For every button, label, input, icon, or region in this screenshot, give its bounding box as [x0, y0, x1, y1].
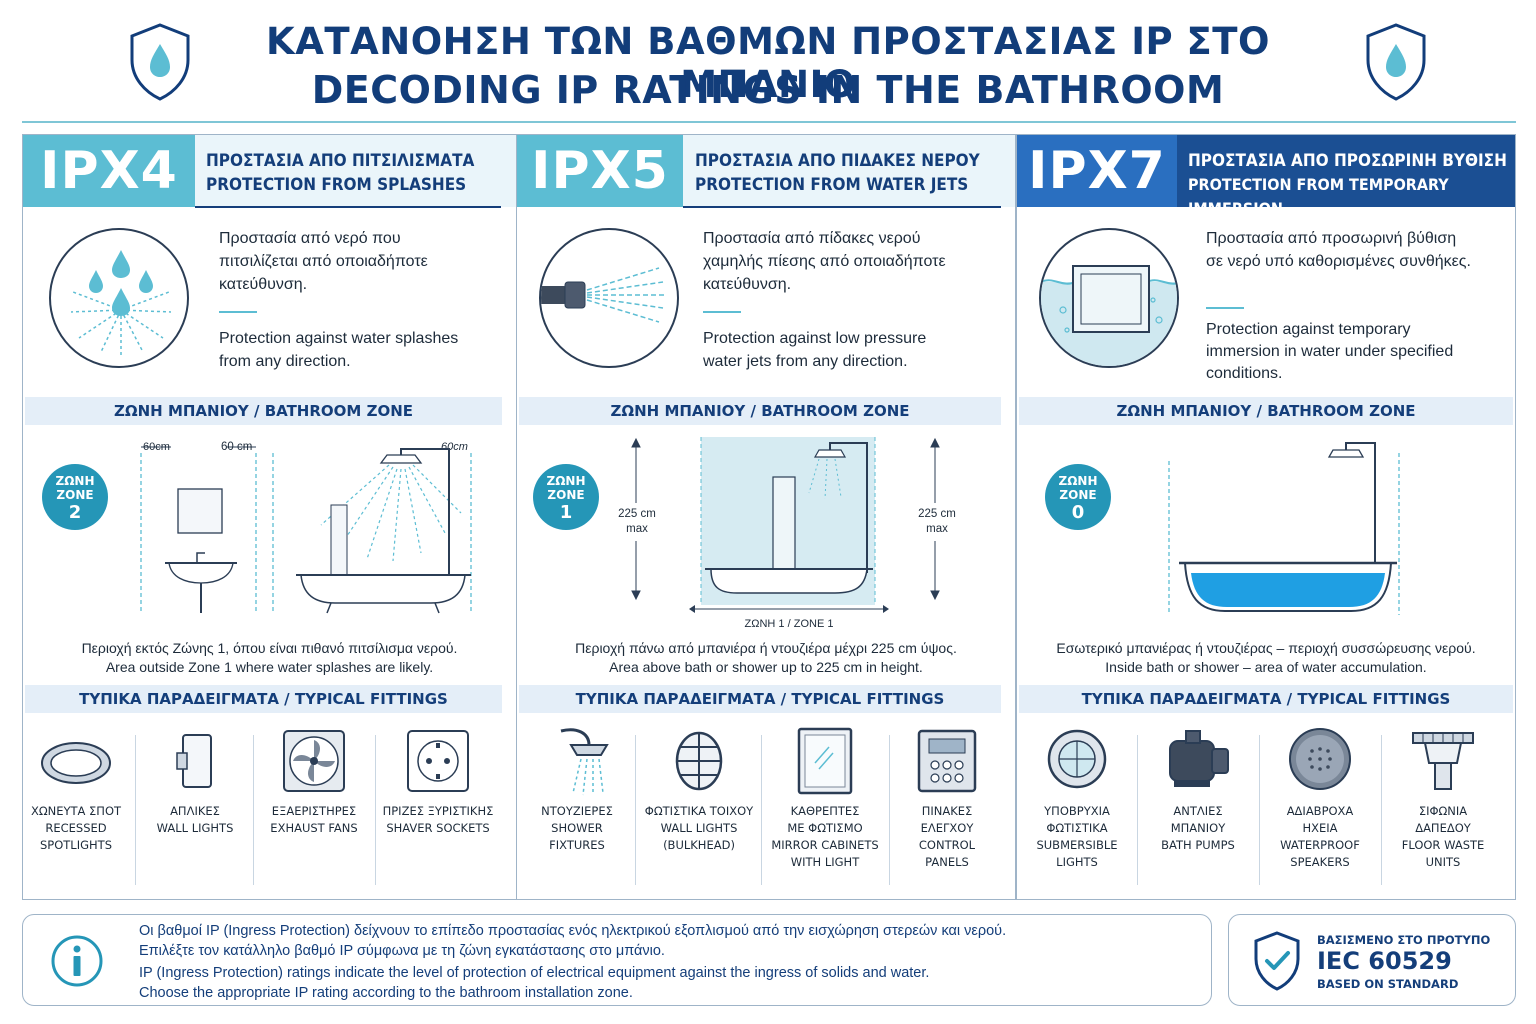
ip-code: IPX4 — [23, 135, 195, 207]
panel-header: IPX5 ΠΡΟΣΤΑΣΙΑ ΑΠΟ ΠΙΔΑΚΕΣ ΝΕΡΟΥ PROTECT… — [517, 135, 1015, 208]
floor-drain-icon — [1412, 732, 1474, 790]
zone-note-greek: Περιοχή πάνω από μπανιέρα ή ντουζιέρα μέ… — [575, 640, 957, 656]
description-english: Protection against low pressure water je… — [703, 330, 927, 370]
bathtub-shape — [300, 574, 466, 604]
fitting-waterproof-speakers: ΑΔΙΑΒΡΟΧΑ ΗΧΕΙΑ WATERPROOF SPEAKERS — [1265, 723, 1375, 871]
fitting-shaver-sockets: ΠΡΙΖΕΣ ΞΥΡΙΣΤΙΚΗΣ SHAVER SOCKETS — [379, 723, 497, 837]
fitting-floor-waste-units: ΣΙΦΩΝΙΑ ΔΑΠΕΔΟΥ FLOOR WASTE UNITS — [1389, 723, 1497, 871]
zone-badge: ΖΩΝΗ ZONE 2 — [42, 464, 108, 530]
shield-droplet-icon — [130, 23, 190, 101]
washbasin-shape — [168, 562, 234, 584]
fitting-control-panels: ΠΙΝΑΚΕΣ ΕΛΕΓΧΟΥ CONTROL PANELS — [897, 723, 997, 871]
fitting-recessed-spotlights: ΧΩΝΕΥΤΑ ΣΠΟΤ RECESSED SPOTLIGHTS — [25, 723, 127, 854]
panel-header: IPX7 ΠΡΟΣΤΑΣΙΑ ΑΠΟ ΠΡΟΣΩΡΙΝΗ ΒΥΘΙΣΗ PROT… — [1017, 135, 1515, 218]
page-header: ΚΑΤΑΝΟΗΣΗ ΤΩΝ ΒΑΘΜΩΝ ΠΡΟΣΤΑΣΙΑΣ IP ΣΤΟ Μ… — [0, 0, 1536, 122]
recessed-spotlight-icon — [41, 742, 111, 784]
divider-dash — [219, 311, 257, 313]
fitting-submersible-lights: ΥΠΟΒΡΥΧΙΑ ΦΩΤΙΣΤΙΚΑ SUBMERSIBLE LIGHTS — [1023, 723, 1131, 871]
shower-head-icon — [560, 728, 609, 796]
dim-right-label: 60cm — [441, 441, 468, 453]
height-label-left: 225 cm — [618, 508, 656, 520]
immersion-icon — [1039, 228, 1179, 368]
fittings-heading: ΤΥΠΙΚΑ ΠΑΡΑΔΕΙΓΜΑΤΑ / TYPICAL FITTINGS — [25, 685, 502, 713]
divider-dash — [1206, 307, 1244, 309]
water-fill — [1191, 573, 1385, 607]
shield-droplet-icon — [1366, 23, 1426, 101]
panel-heading: ΠΡΟΣΤΑΣΙΑ ΑΠΟ ΠΡΟΣΩΡΙΝΗ ΒΥΘΙΣΗ PROTECTIO… — [1188, 151, 1507, 218]
zone-1-diagram: 225 cm max 225 cm max ΖΩΝΗ 1 / ZONE 1 — [617, 437, 957, 630]
dim-left-label: 60cm — [143, 441, 170, 453]
info-icon — [51, 935, 103, 987]
water-jet-icon — [539, 228, 679, 368]
panel-ipx7: IPX7 ΠΡΟΣΤΑΣΙΑ ΑΠΟ ΠΡΟΣΩΡΙΝΗ ΒΥΘΙΣΗ PROT… — [1016, 134, 1516, 900]
standard-code: IEC 60529 — [1317, 947, 1452, 975]
zone-heading: ΖΩΝΗ ΜΠΑΝΙΟΥ / BATHROOM ZONE — [25, 397, 502, 425]
zone-note-greek: Περιοχή εκτός Ζώνης 1, όπου είναι πιθανό… — [81, 640, 458, 656]
zone-badge: ΖΩΝΗ ZONE 1 — [533, 464, 599, 530]
panel-ipx5: IPX5 ΠΡΟΣΤΑΣΙΑ ΑΠΟ ΠΙΔΑΚΕΣ ΝΕΡΟΥ PROTECT… — [516, 134, 1016, 900]
panel-header: IPX4 ΠΡΟΣΤΑΣΙΑ ΑΠΟ ΠΙΤΣΙΛΙΣΜΑΤΑ PROTECTI… — [23, 135, 516, 208]
splash-icon — [49, 228, 189, 368]
info-line-3: IP (Ingress Protection) ratings indicate… — [139, 965, 930, 981]
panel-ipx4: IPX4 ΠΡΟΣΤΑΣΙΑ ΑΠΟ ΠΙΤΣΙΛΙΣΜΑΤΑ PROTECTI… — [22, 134, 517, 900]
fitting-shower-fixtures: ΝΤΟΥΖΙΕΡΕΣ SHOWER FIXTURES — [523, 723, 631, 854]
standard-box: ΒΑΣΙΣΜΕΝΟ ΣΤΟ ΠΡΟΤΥΠΟ IEC 60529 BASED ON… — [1228, 914, 1516, 1006]
description-english: Protection against temporary immersion i… — [1206, 321, 1454, 382]
fittings-heading: ΤΥΠΙΚΑ ΠΑΡΑΔΕΙΓΜΑΤΑ / TYPICAL FITTINGS — [519, 685, 1001, 713]
waterproof-speaker-icon — [1289, 728, 1351, 790]
fitting-exhaust-fans: ΕΞΑΕΡΙΣΤΗΡΕΣ EXHAUST FANS — [259, 723, 369, 837]
header-underline — [683, 206, 1001, 208]
zone-note-english: Inside bath or shower – area of water ac… — [1105, 659, 1427, 675]
ip-code: IPX5 — [517, 135, 683, 207]
info-box: Οι βαθμοί IP (Ingress Protection) δείχνο… — [22, 914, 1212, 1006]
zone-heading: ΖΩΝΗ ΜΠΑΝΙΟΥ / BATHROOM ZONE — [1019, 397, 1513, 425]
ip-code: IPX7 — [1017, 135, 1177, 207]
zone-2-diagram: 60cm 60 cm 60cm — [140, 441, 472, 614]
fittings-heading: ΤΥΠΙΚΑ ΠΑΡΑΔΕΙΓΜΑΤΑ / TYPICAL FITTINGS — [1019, 685, 1513, 713]
height-max-right: max — [926, 523, 948, 535]
zone-note-english: Area above bath or shower up to 225 cm i… — [609, 659, 923, 675]
divider-dash — [703, 311, 741, 313]
control-panel-icon — [917, 729, 977, 793]
mirror-shape — [177, 488, 223, 534]
exhaust-fan-icon — [283, 730, 345, 792]
panel-heading: ΠΡΟΣΤΑΣΙΑ ΑΠΟ ΠΙΤΣΙΛΙΣΜΑΤΑ PROTECTION FR… — [206, 151, 475, 195]
fitting-mirror-cabinets: ΚΑΘΡΕΠΤΕΣ ΜΕ ΦΩΤΙΣΜΟ MIRROR CABINETS WIT… — [765, 723, 885, 871]
description-english: Protection against water splashes from a… — [219, 330, 459, 370]
bath-pump-icon — [1169, 730, 1229, 787]
header-divider — [22, 121, 1516, 123]
shaver-socket-icon — [407, 730, 469, 792]
wall-light-icon — [176, 734, 212, 788]
title-greek: ΚΑΤΑΝΟΗΣΗ ΤΩΝ ΒΑΘΜΩΝ ΠΡΟΣΤΑΣΙΑΣ IP ΣΤΟ Μ… — [266, 20, 1270, 106]
bathtub-shape — [710, 568, 868, 594]
fitting-wall-lights: ΑΠΛΙΚΕΣ WALL LIGHTS — [143, 723, 247, 837]
title-english: DECODING IP RATINGS IN THE BATHROOM — [311, 68, 1225, 112]
zone-0-diagram — [1168, 442, 1400, 615]
info-line-2: Επιλέξτε τον κατάλληλο βαθμό IP σύμφωνα … — [139, 943, 665, 959]
mirror-cabinet-icon — [797, 727, 853, 795]
height-max-left: max — [626, 523, 648, 535]
fitting-bulkhead-wall-lights: ΦΩΤΙΣΤΙΚΑ ΤΟΙΧΟΥ WALL LIGHTS (BULKHEAD) — [637, 723, 761, 854]
height-label-right: 225 cm — [918, 508, 956, 520]
panel-heading: ΠΡΟΣΤΑΣΙΑ ΑΠΟ ΠΙΔΑΚΕΣ ΝΕΡΟΥ PROTECTION F… — [695, 151, 980, 195]
zone-heading: ΖΩΝΗ ΜΠΑΝΙΟΥ / BATHROOM ZONE — [519, 397, 1001, 425]
shield-check-icon — [1254, 931, 1300, 991]
fitting-bath-pumps: ΑΝΤΛΙΕΣ ΜΠΑΝΙΟΥ BATH PUMPS — [1143, 723, 1253, 854]
header-underline — [195, 206, 501, 208]
zone-badge: ΖΩΝΗ ZONE 0 — [1045, 464, 1111, 530]
bulkhead-light-icon — [675, 731, 723, 791]
zone-note-english: Area outside Zone 1 where water splashes… — [105, 659, 434, 675]
standard-label-greek: ΒΑΣΙΣΜΕΝΟ ΣΤΟ ΠΡΟΤΥΠΟ — [1317, 933, 1491, 947]
zone-caption: ΖΩΝΗ 1 / ZONE 1 — [745, 618, 834, 630]
description-greek: Προστασία από προσωρινή βύθιση σε νερό υ… — [1206, 230, 1471, 270]
zone-note-greek: Εσωτερικό μπανιέρας ή ντουζιέρας – περιο… — [1056, 640, 1476, 656]
info-line-4: Choose the appropriate IP rating accordi… — [139, 985, 633, 1001]
submersible-light-icon — [1047, 729, 1107, 789]
description-greek: Προστασία από νερό που πιτσιλίζεται από … — [219, 230, 428, 293]
description-greek: Προστασία από πίδακες νερού χαμηλής πίεσ… — [703, 230, 946, 293]
dim-mid-label: 60 cm — [221, 441, 252, 453]
info-line-1: Οι βαθμοί IP (Ingress Protection) δείχνο… — [139, 923, 1007, 939]
standard-label-english: BASED ON STANDARD — [1317, 977, 1459, 991]
